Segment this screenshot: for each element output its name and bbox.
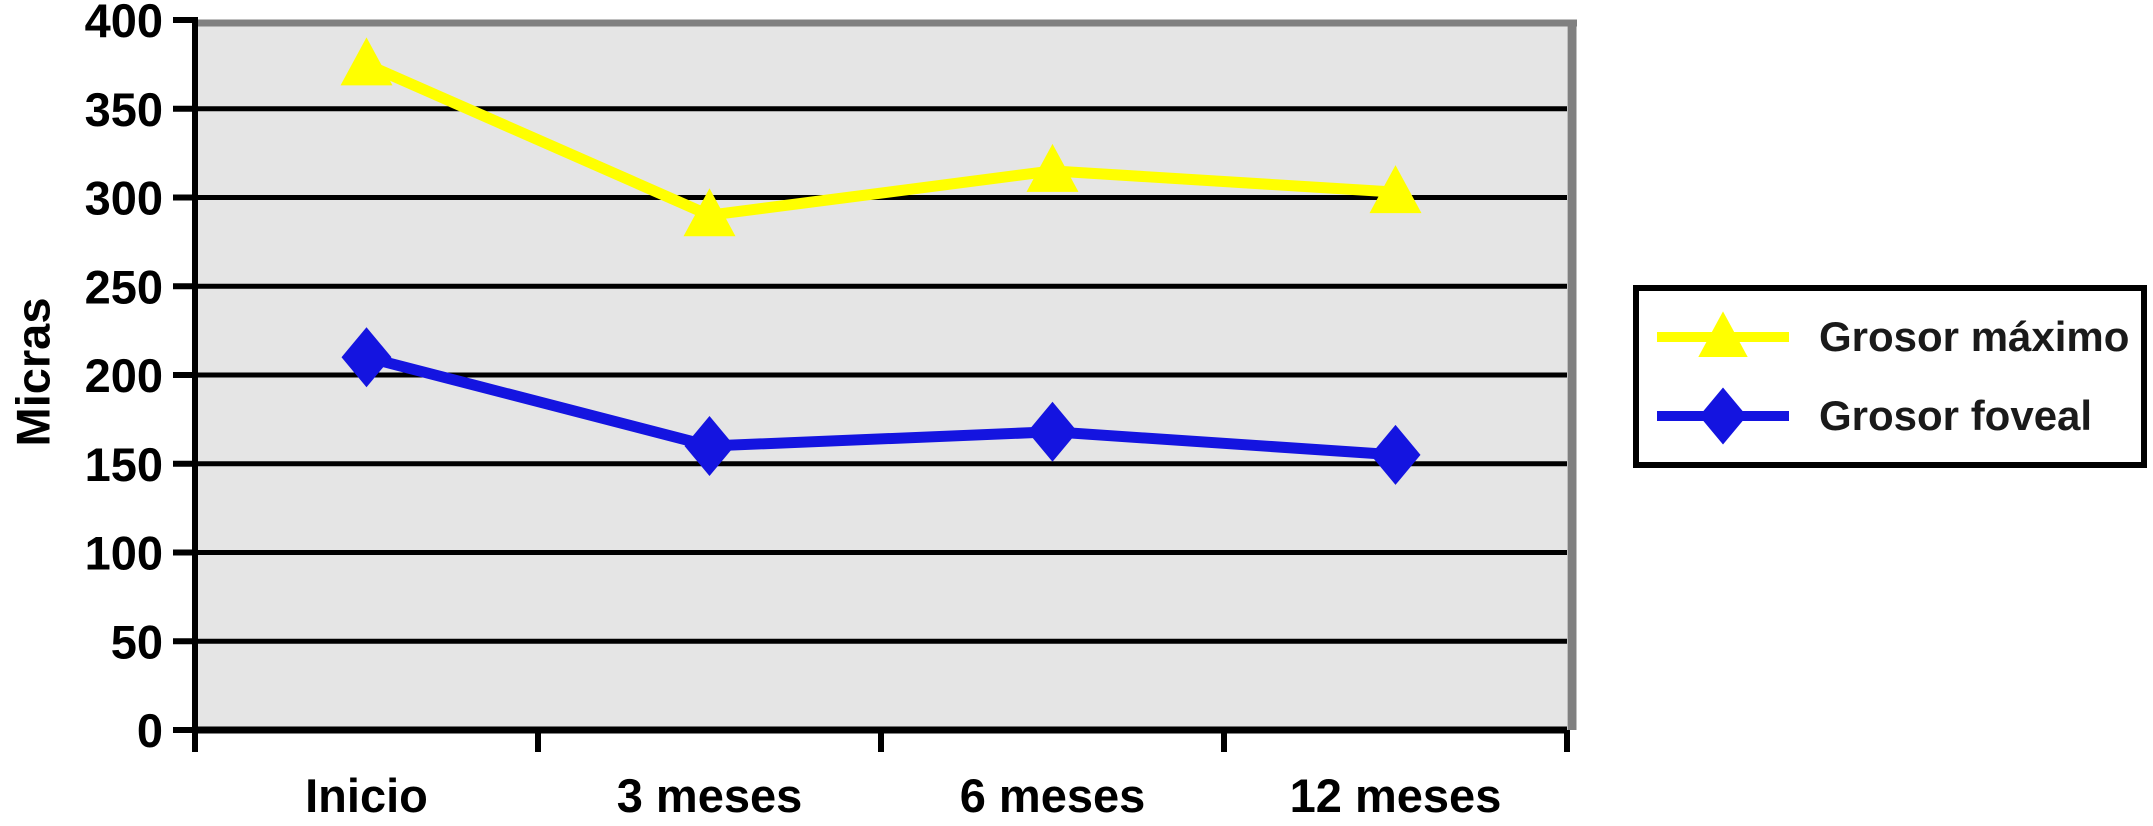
legend-entry-grosor-maximo: Grosor máximo <box>1639 302 2141 372</box>
series-0-marker-0 <box>340 37 393 86</box>
y-tick-label-250: 250 <box>85 260 163 313</box>
legend: Grosor máximo Grosor foveal <box>1633 285 2147 468</box>
x-category-label-1: 3 meses <box>617 769 803 822</box>
y-tick-label-100: 100 <box>85 527 163 580</box>
y-tick-label-50: 50 <box>111 615 163 668</box>
x-category-label-3: 12 meses <box>1290 769 1502 822</box>
legend-label-grosor-maximo: Grosor máximo <box>1819 312 2130 360</box>
y-tick-label-200: 200 <box>85 349 163 402</box>
legend-sample-grosor-foveal <box>1657 387 1789 445</box>
series-1-marker-3 <box>1370 424 1421 485</box>
series-1-marker-0 <box>341 327 392 388</box>
y-tick-label-0: 0 <box>137 704 163 757</box>
series-line-1 <box>365 351 1396 461</box>
series-line-0 <box>364 59 1396 221</box>
y-tick-label-150: 150 <box>85 438 163 491</box>
legend-label-grosor-foveal: Grosor foveal <box>1819 392 2093 440</box>
series-0-marker-2 <box>1026 143 1079 192</box>
x-category-label-2: 6 meses <box>960 769 1146 822</box>
x-category-label-0: Inicio <box>305 769 428 822</box>
legend-sample-grosor-maximo <box>1657 311 1789 357</box>
y-axis-title: Micras <box>6 297 60 447</box>
legend-sample-marker <box>1699 387 1747 445</box>
legend-sample-marker <box>1698 311 1748 357</box>
y-tick-label-400: 400 <box>85 0 163 47</box>
series-1-marker-1 <box>684 416 735 476</box>
y-tick-label-300: 300 <box>85 172 163 225</box>
y-tick-label-350: 350 <box>85 83 163 136</box>
series-0-marker-3 <box>1369 165 1422 214</box>
series-1-marker-2 <box>1027 401 1078 462</box>
legend-entry-grosor-foveal: Grosor foveal <box>1639 381 2141 451</box>
series-0-marker-1 <box>683 188 736 237</box>
